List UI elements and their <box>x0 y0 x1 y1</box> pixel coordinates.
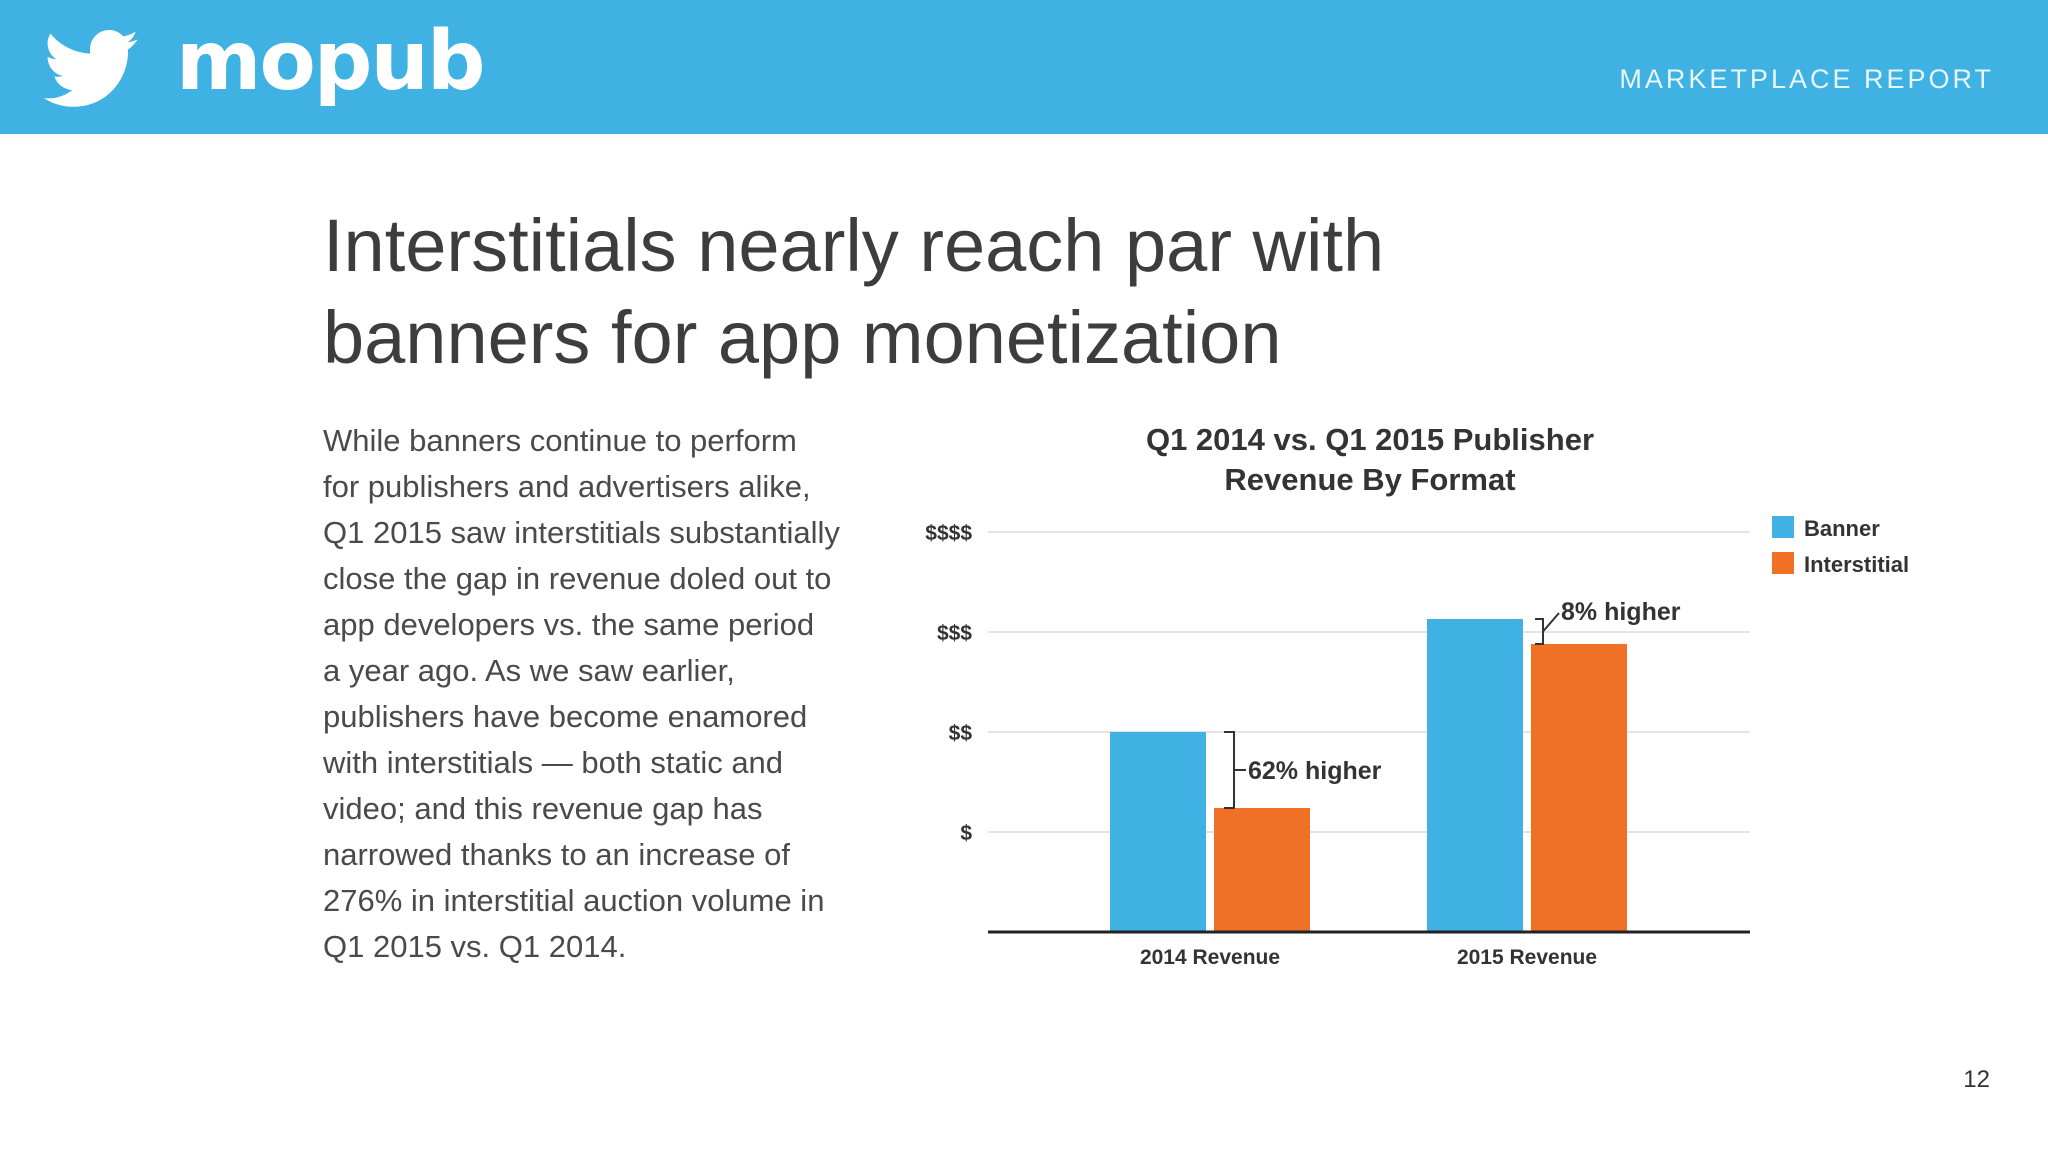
bar-banner-2 <box>1427 619 1523 932</box>
body-line: with interstitials — both static and <box>323 745 784 780</box>
bar-interstitial-1 <box>1214 808 1310 932</box>
body-line: Q1 2015 vs. Q1 2014. <box>323 929 627 964</box>
annotation-label-2014: 62% higher <box>1248 757 1382 785</box>
page-title-line-2: banners for app monetization <box>323 296 1282 379</box>
body-line: publishers have become enamored <box>323 699 808 734</box>
report-label: MARKETPLACE REPORT <box>1619 64 1994 94</box>
y-tick-label: $ <box>960 822 972 845</box>
x-tick-label: 2014 Revenue <box>1140 946 1280 969</box>
body-line: close the gap in revenue doled out to <box>323 561 832 596</box>
body-line: narrowed thanks to an increase of <box>323 837 790 872</box>
x-tick-label: 2015 Revenue <box>1457 946 1597 969</box>
mopub-logo: mopub <box>176 14 486 109</box>
body-line: While banners continue to perform <box>323 423 797 458</box>
body-line: for publishers and advertisers alike, <box>323 469 811 504</box>
bar-interstitial-2 <box>1531 644 1627 932</box>
body-paragraph: While banners continue to perform for pu… <box>323 418 883 970</box>
body-line: Q1 2015 saw interstitials substantially <box>323 515 840 550</box>
annotation-bracket-2015 <box>1535 612 1560 645</box>
chart-title: Q1 2014 vs. Q1 2015 Publisher Revenue By… <box>1040 420 1700 500</box>
legend-label-interstitial: Interstitial <box>1804 552 1910 577</box>
y-tick-label: $$$$ <box>925 522 972 545</box>
legend-swatch-interstitial <box>1772 552 1794 574</box>
y-tick-label: $$ <box>949 722 973 745</box>
annotation-bracket-2014 <box>1224 731 1246 809</box>
y-tick-label: $$$ <box>937 622 972 645</box>
annotation-label-2015: 8% higher <box>1561 598 1681 626</box>
legend-label-banner: Banner <box>1804 516 1880 541</box>
page-title: Interstitials nearly reach par with bann… <box>323 200 1623 384</box>
body-line: a year ago. As we saw earlier, <box>323 653 735 688</box>
chart-title-line-2: Revenue By Format <box>1224 462 1516 497</box>
header-bar: mopub MARKETPLACE REPORT <box>0 0 2048 134</box>
legend-swatch-banner <box>1772 516 1794 538</box>
bar-banner-1 <box>1110 732 1206 932</box>
body-line: 276% in interstitial auction volume in <box>323 883 825 918</box>
body-line: video; and this revenue gap has <box>323 791 763 826</box>
page-number: 12 <box>1963 1066 1990 1093</box>
body-line: app developers vs. the same period <box>323 607 815 642</box>
chart-title-line-1: Q1 2014 vs. Q1 2015 Publisher <box>1145 422 1595 457</box>
page-title-line-1: Interstitials nearly reach par with <box>323 204 1385 287</box>
twitter-bird-icon <box>44 30 139 107</box>
